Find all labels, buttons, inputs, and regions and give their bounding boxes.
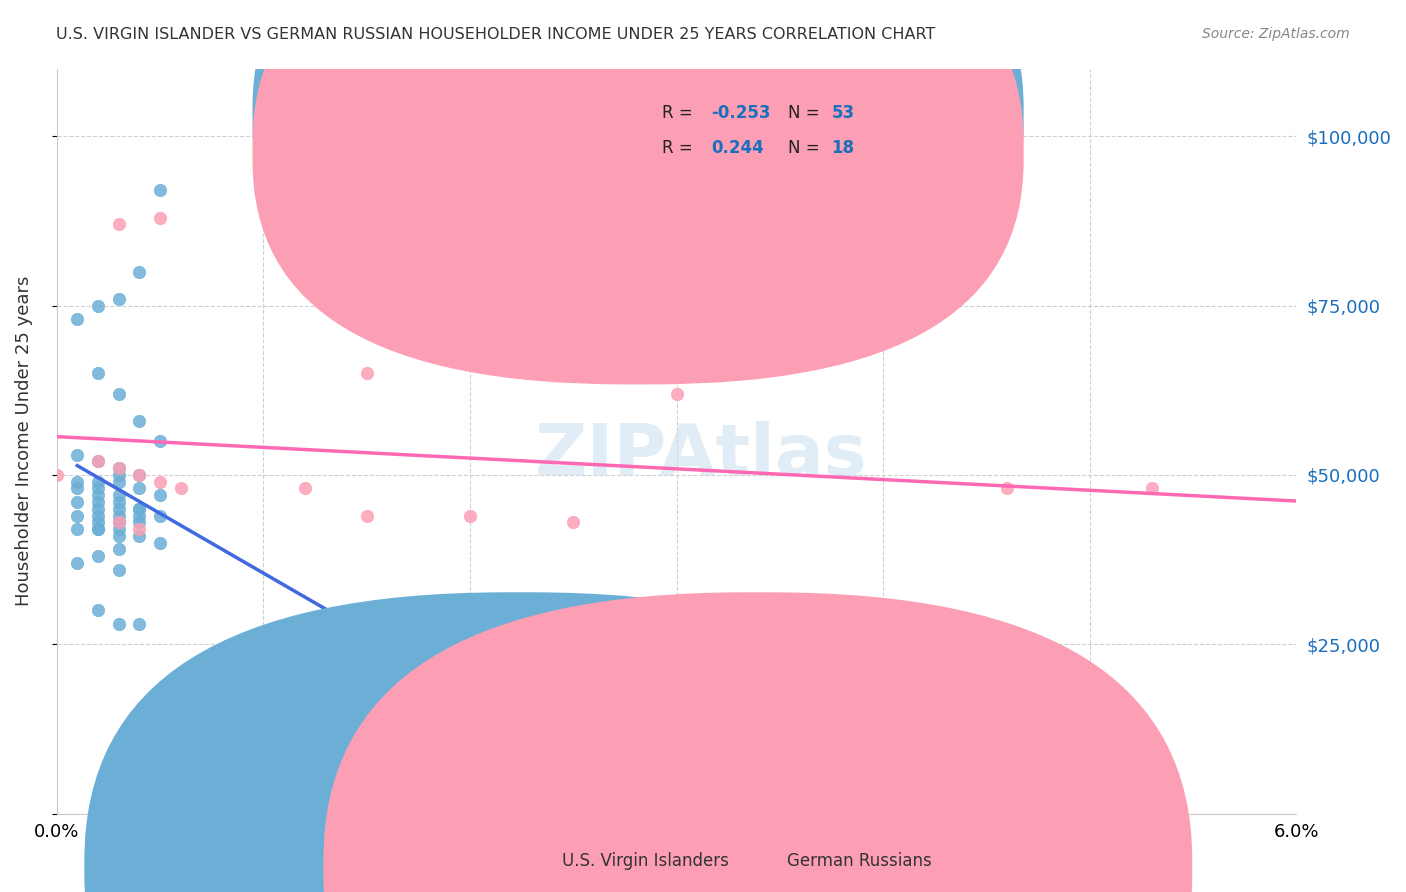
Point — [356, 367, 378, 381]
Point — [107, 563, 129, 577]
Point — [107, 522, 129, 536]
Text: -0.253: -0.253 — [711, 104, 770, 122]
Point — [87, 549, 110, 564]
Point — [87, 522, 110, 536]
Point — [479, 772, 502, 787]
Text: ZIPAtlas: ZIPAtlas — [536, 421, 868, 491]
Point — [149, 488, 172, 502]
Text: R =: R = — [662, 139, 697, 157]
Point — [128, 467, 150, 482]
Point — [128, 616, 150, 631]
Point — [87, 501, 110, 516]
Point — [107, 292, 129, 306]
Point — [87, 454, 110, 468]
Point — [66, 448, 89, 462]
Point — [107, 542, 129, 557]
Point — [87, 603, 110, 617]
Point — [107, 516, 129, 530]
Point — [87, 299, 110, 313]
Point — [107, 508, 129, 523]
Point — [87, 367, 110, 381]
Point — [87, 454, 110, 468]
Point — [107, 461, 129, 475]
Point — [66, 508, 89, 523]
Point — [128, 414, 150, 428]
Point — [665, 386, 688, 401]
FancyBboxPatch shape — [602, 91, 974, 180]
Point — [128, 508, 150, 523]
Point — [169, 482, 191, 496]
Y-axis label: Householder Income Under 25 years: Householder Income Under 25 years — [15, 276, 32, 607]
Point — [128, 482, 150, 496]
Point — [66, 495, 89, 509]
Point — [128, 265, 150, 279]
Point — [107, 475, 129, 489]
Point — [294, 482, 316, 496]
Point — [458, 508, 481, 523]
Point — [66, 475, 89, 489]
Text: N =: N = — [789, 104, 825, 122]
Text: R =: R = — [662, 104, 697, 122]
Point — [87, 508, 110, 523]
Text: 18: 18 — [831, 139, 855, 157]
Point — [45, 467, 67, 482]
Point — [66, 482, 89, 496]
Point — [128, 467, 150, 482]
Point — [107, 217, 129, 231]
Point — [128, 516, 150, 530]
Point — [107, 495, 129, 509]
Point — [128, 529, 150, 543]
Text: 53: 53 — [831, 104, 855, 122]
Point — [87, 522, 110, 536]
Point — [128, 522, 150, 536]
Point — [1140, 482, 1163, 496]
Point — [87, 495, 110, 509]
Point — [87, 488, 110, 502]
Point — [107, 488, 129, 502]
Text: Source: ZipAtlas.com: Source: ZipAtlas.com — [1202, 27, 1350, 41]
Point — [149, 475, 172, 489]
Text: N =: N = — [789, 139, 825, 157]
Point — [107, 467, 129, 482]
Text: 0.244: 0.244 — [711, 139, 763, 157]
Point — [66, 522, 89, 536]
Point — [107, 461, 129, 475]
Point — [107, 529, 129, 543]
Point — [87, 516, 110, 530]
Point — [66, 312, 89, 326]
Point — [149, 434, 172, 448]
Point — [562, 516, 585, 530]
Text: U.S. VIRGIN ISLANDER VS GERMAN RUSSIAN HOUSEHOLDER INCOME UNDER 25 YEARS CORRELA: U.S. VIRGIN ISLANDER VS GERMAN RUSSIAN H… — [56, 27, 935, 42]
Point — [356, 508, 378, 523]
Point — [128, 501, 150, 516]
Point — [149, 183, 172, 197]
Point — [995, 482, 1018, 496]
Point — [66, 556, 89, 570]
Text: German Russians: German Russians — [787, 852, 932, 870]
FancyBboxPatch shape — [253, 0, 1024, 350]
Text: U.S. Virgin Islanders: U.S. Virgin Islanders — [562, 852, 730, 870]
Point — [107, 516, 129, 530]
FancyBboxPatch shape — [253, 0, 1024, 384]
Point — [87, 482, 110, 496]
Point — [107, 501, 129, 516]
Point — [149, 535, 172, 549]
Point — [128, 501, 150, 516]
Point — [107, 386, 129, 401]
Point — [149, 508, 172, 523]
Point — [87, 475, 110, 489]
Point — [107, 616, 129, 631]
Point — [149, 211, 172, 225]
